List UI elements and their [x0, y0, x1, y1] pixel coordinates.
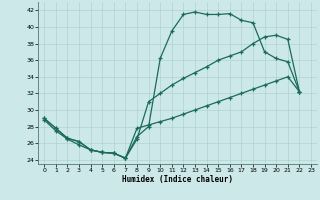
X-axis label: Humidex (Indice chaleur): Humidex (Indice chaleur) [122, 175, 233, 184]
